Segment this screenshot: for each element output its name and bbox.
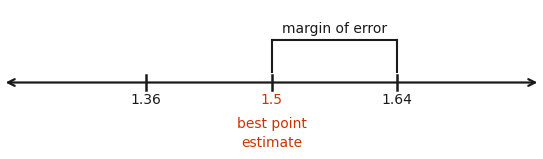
- Text: margin of error: margin of error: [282, 22, 387, 36]
- Text: 1.64: 1.64: [382, 93, 412, 107]
- Text: 1.36: 1.36: [131, 93, 161, 107]
- Text: best point
estimate: best point estimate: [237, 117, 306, 149]
- Text: 1.5: 1.5: [261, 93, 282, 107]
